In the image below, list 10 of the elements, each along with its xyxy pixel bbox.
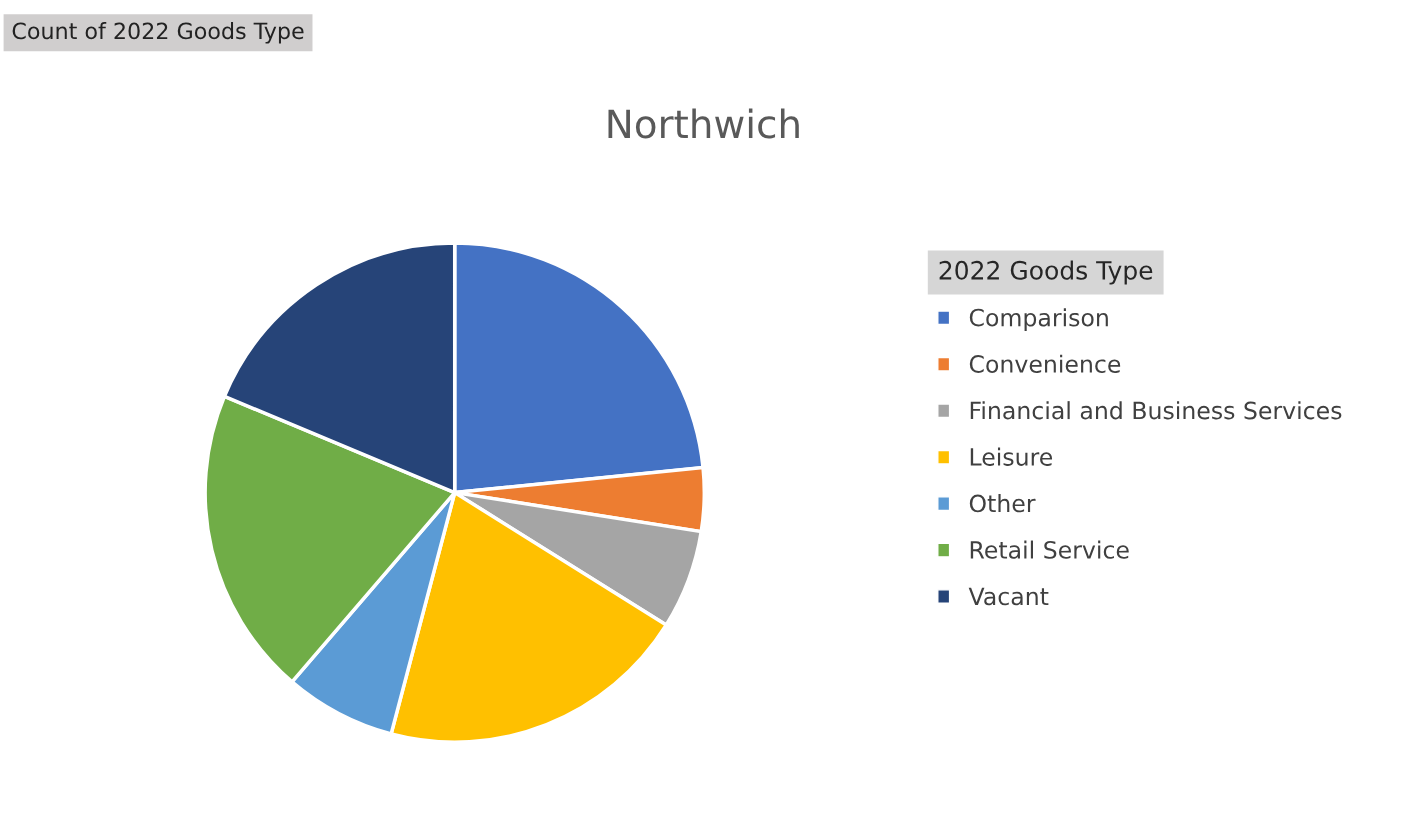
- chart-title: Northwich: [608, 108, 799, 139]
- legend-label: Convenience: [969, 354, 1121, 373]
- legend-label: Financial and Business Services: [970, 401, 1342, 420]
- legend-label: Other: [969, 494, 1036, 513]
- legend-title: 2022 Goods Type: [939, 260, 1153, 285]
- text: Count of 2022 Goods Type: [12, 22, 304, 44]
- legend-label: Comparison: [969, 308, 1108, 332]
- legend-label: Leisure: [970, 447, 1053, 466]
- legend-label: Vacant: [968, 587, 1049, 606]
- legend-label: Retail Service: [970, 540, 1129, 559]
